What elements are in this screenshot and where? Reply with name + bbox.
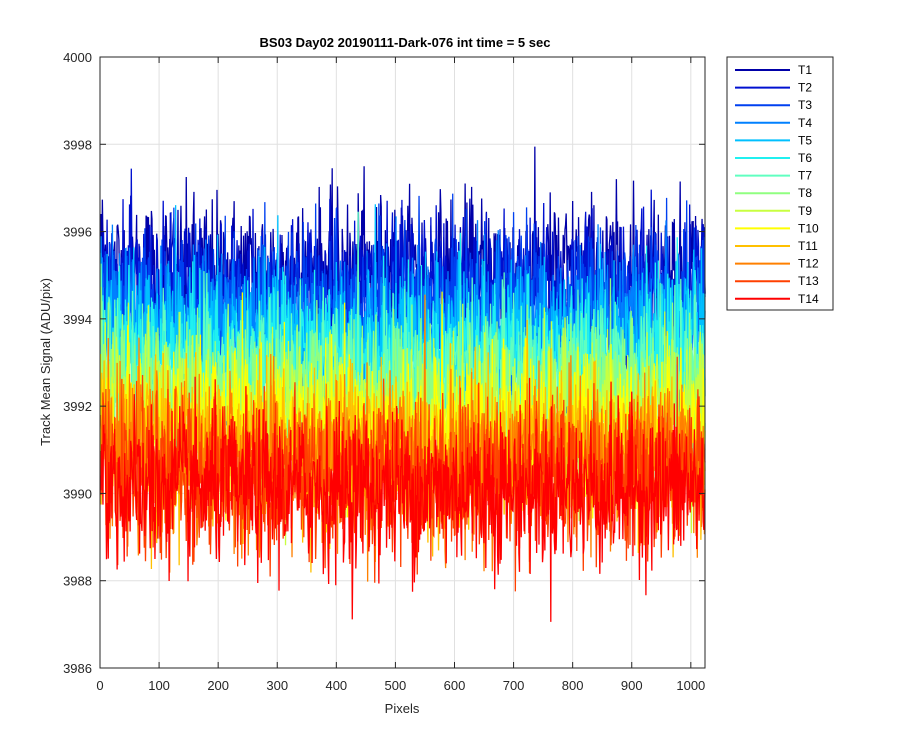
legend-label-t12: T12 bbox=[798, 257, 819, 271]
x-tick-label: 900 bbox=[621, 678, 643, 693]
legend-label-t13: T13 bbox=[798, 274, 819, 288]
x-axis: 0 100 200 300 400 500 600 700 800 900 1000 bbox=[96, 57, 705, 693]
x-tick-label: 100 bbox=[148, 678, 170, 693]
y-tick-label: 3990 bbox=[63, 486, 92, 501]
x-tick-label: 0 bbox=[96, 678, 103, 693]
legend-label-t9: T9 bbox=[798, 204, 812, 218]
legend-box bbox=[726, 56, 834, 311]
y-tick-label: 3996 bbox=[63, 225, 92, 240]
y-tick-label: 3992 bbox=[63, 399, 92, 414]
legend-label-t2: T2 bbox=[798, 81, 812, 95]
x-tick-label: 600 bbox=[444, 678, 466, 693]
legend-label-t10: T10 bbox=[798, 221, 819, 235]
plot-frame bbox=[99, 56, 706, 669]
legend-label-t6: T6 bbox=[798, 151, 812, 165]
series-layer bbox=[99, 146, 706, 622]
x-tick-label: 400 bbox=[325, 678, 347, 693]
y-tick-label: 3998 bbox=[63, 137, 92, 152]
legend-label-t5: T5 bbox=[798, 133, 812, 147]
legend-label-t1: T1 bbox=[798, 63, 812, 77]
x-tick-label: 200 bbox=[207, 678, 229, 693]
legend-label-t7: T7 bbox=[798, 169, 812, 183]
legend-label-t8: T8 bbox=[798, 186, 812, 200]
x-tick-label: 800 bbox=[562, 678, 584, 693]
legend-label-t4: T4 bbox=[798, 116, 812, 130]
y-tick-label: 3988 bbox=[63, 574, 92, 589]
y-tick-label: 4000 bbox=[63, 50, 92, 65]
x-tick-label: 500 bbox=[385, 678, 407, 693]
legend-label-t3: T3 bbox=[798, 98, 812, 112]
legend: T1 T2 T3 T4 T5 T6 T7 T8 T9 T10 T11 T12 T13 T14 bbox=[726, 56, 834, 311]
legend-label-t14: T14 bbox=[798, 292, 819, 306]
y-axis: 3986 3988 3990 3992 3994 3996 3998 4000 bbox=[63, 50, 705, 676]
x-axis-label: Pixels bbox=[385, 701, 420, 716]
x-tick-label: 1000 bbox=[676, 678, 705, 693]
chart-title: BS03 Day02 20190111-Dark-076 int time = … bbox=[260, 35, 551, 50]
x-tick-label: 700 bbox=[503, 678, 525, 693]
y-tick-label: 3986 bbox=[63, 661, 92, 676]
legend-label-t11: T11 bbox=[798, 239, 818, 253]
x-tick-label: 300 bbox=[266, 678, 288, 693]
y-tick-label: 3994 bbox=[63, 312, 92, 327]
y-axis-label: Track Mean Signal (ADU/pix) bbox=[38, 278, 53, 446]
series-line-t14 bbox=[99, 376, 706, 622]
